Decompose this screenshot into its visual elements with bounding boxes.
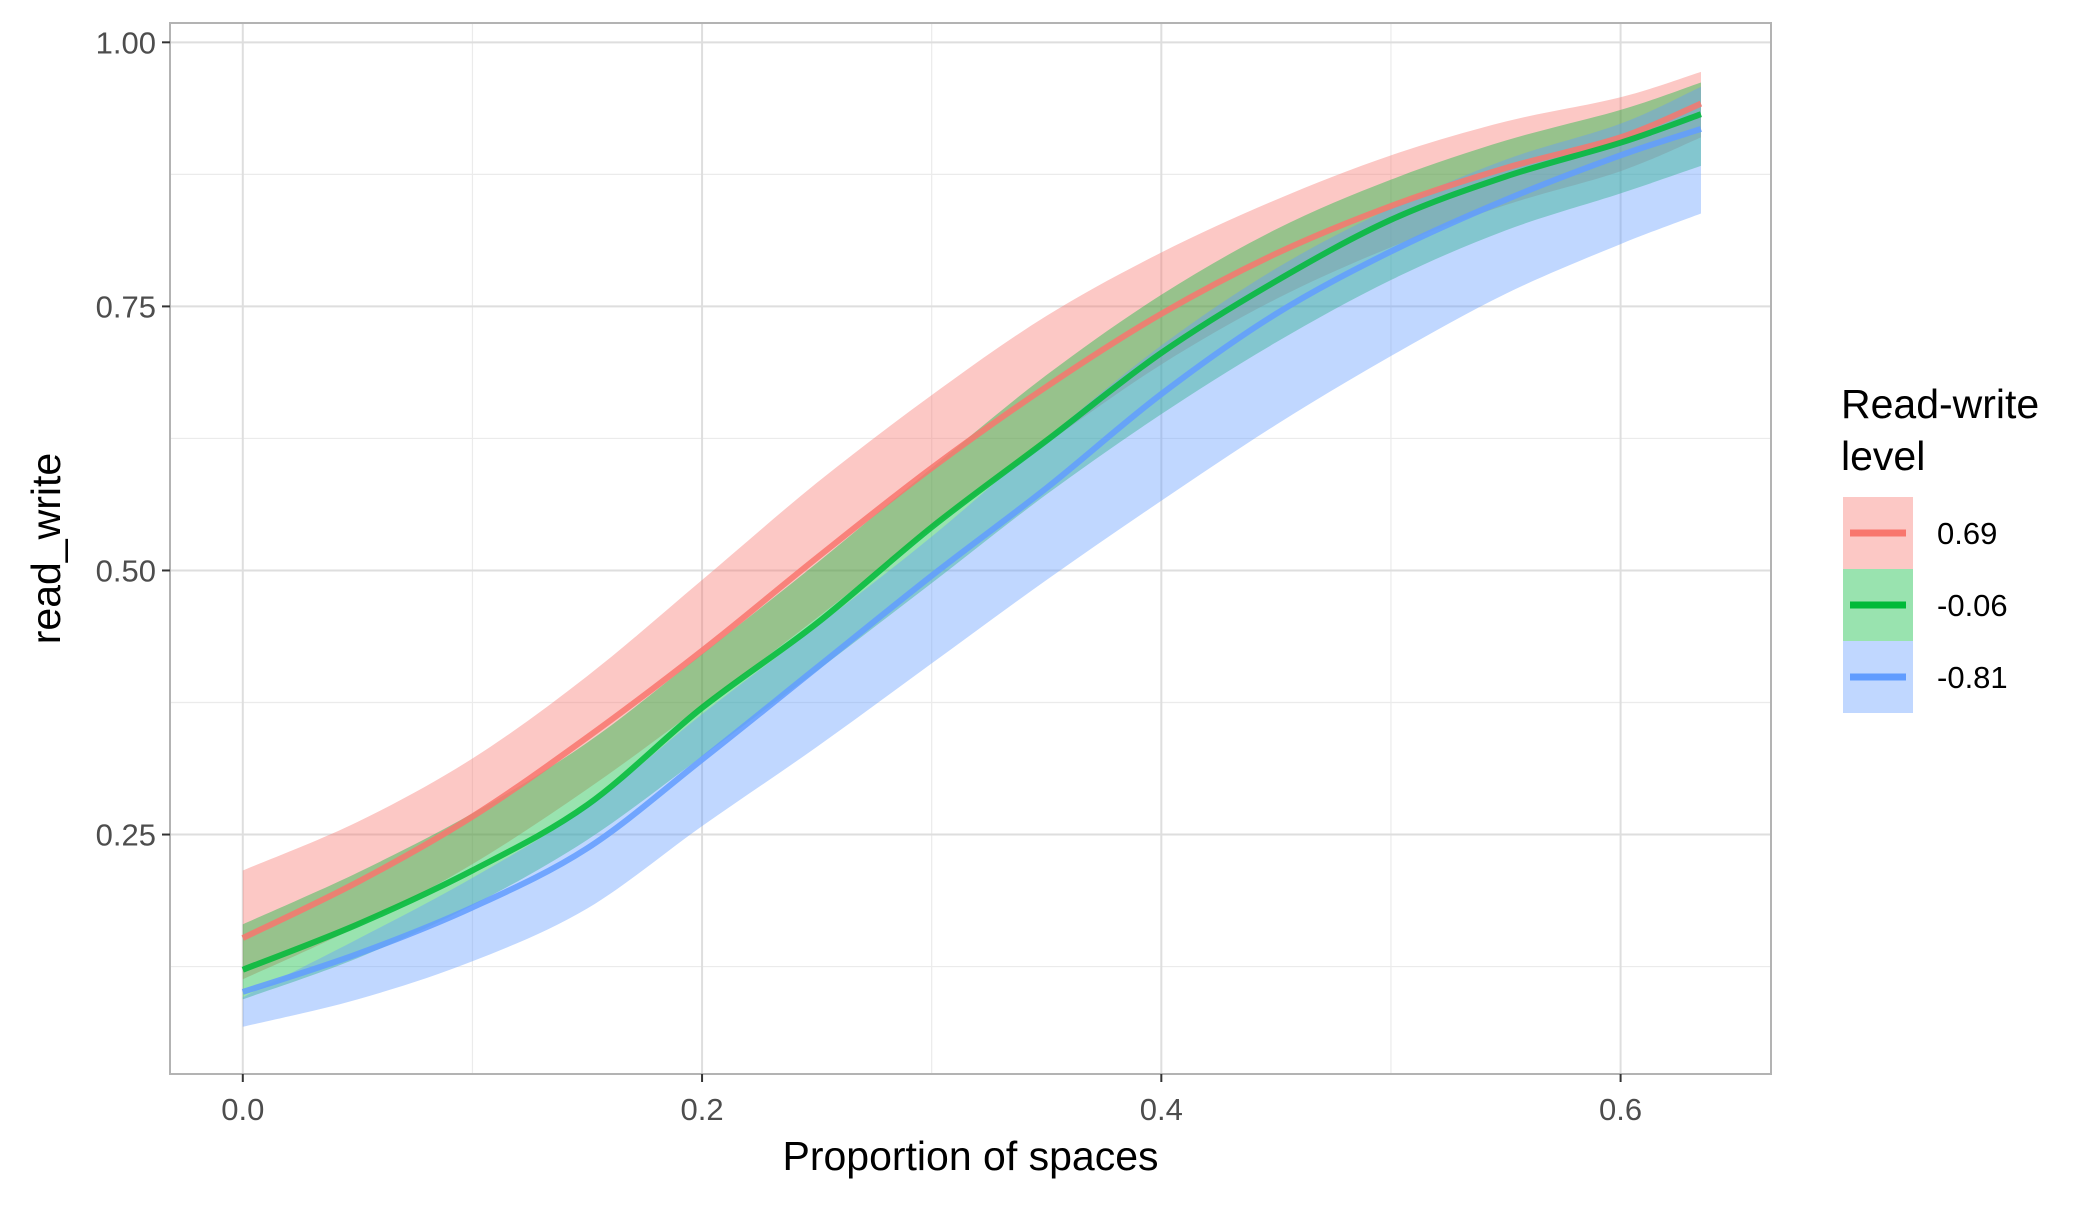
line-series--0.06 xyxy=(241,111,1702,973)
ribbon-series-0.69 xyxy=(242,71,1701,980)
line-series-0.69 xyxy=(241,100,1703,941)
x-axis-title: Proportion of spaces xyxy=(782,1133,1158,1179)
series-lines xyxy=(241,100,1703,995)
y-axis-title: read_write xyxy=(23,453,69,644)
legend-key--0.06 xyxy=(1843,569,1913,641)
legend-label: -0.06 xyxy=(1937,588,2008,623)
x-tick-label: 0.2 xyxy=(681,1092,724,1127)
panel-border xyxy=(169,22,1772,1075)
x-tick-label: 0.4 xyxy=(1140,1092,1183,1127)
confidence-ribbons xyxy=(242,71,1701,1027)
line-series--0.81 xyxy=(241,126,1702,995)
legend-title-line-2: level xyxy=(1841,433,1925,479)
y-tick-label: 0.50 xyxy=(96,553,156,588)
ribbon-series--0.81 xyxy=(242,86,1701,1027)
y-tick-label: 0.25 xyxy=(96,818,156,853)
y-tick-label: 1.00 xyxy=(96,25,156,60)
legend-title-line-1: Read-write xyxy=(1841,381,2039,427)
legend-key--0.81 xyxy=(1843,641,1913,713)
y-tick-label: 0.75 xyxy=(96,289,156,324)
axis-ticks: 0.0 0.2 0.4 0.6 0.25 0.50 0.75 1.00 xyxy=(96,25,1642,1127)
x-tick-label: 0.6 xyxy=(1599,1092,1642,1127)
legend-label: -0.81 xyxy=(1937,660,2008,695)
legend-label: 0.69 xyxy=(1937,516,1997,551)
legend-items: 0.69 -0.06 -0.81 xyxy=(1843,497,2008,713)
legend-key-0.69 xyxy=(1843,497,1913,569)
ribbon-series--0.06 xyxy=(242,82,1701,1000)
x-tick-label: 0.0 xyxy=(221,1092,264,1127)
legend: Read-write level 0.69 -0.06 -0.81 xyxy=(1841,381,2039,713)
